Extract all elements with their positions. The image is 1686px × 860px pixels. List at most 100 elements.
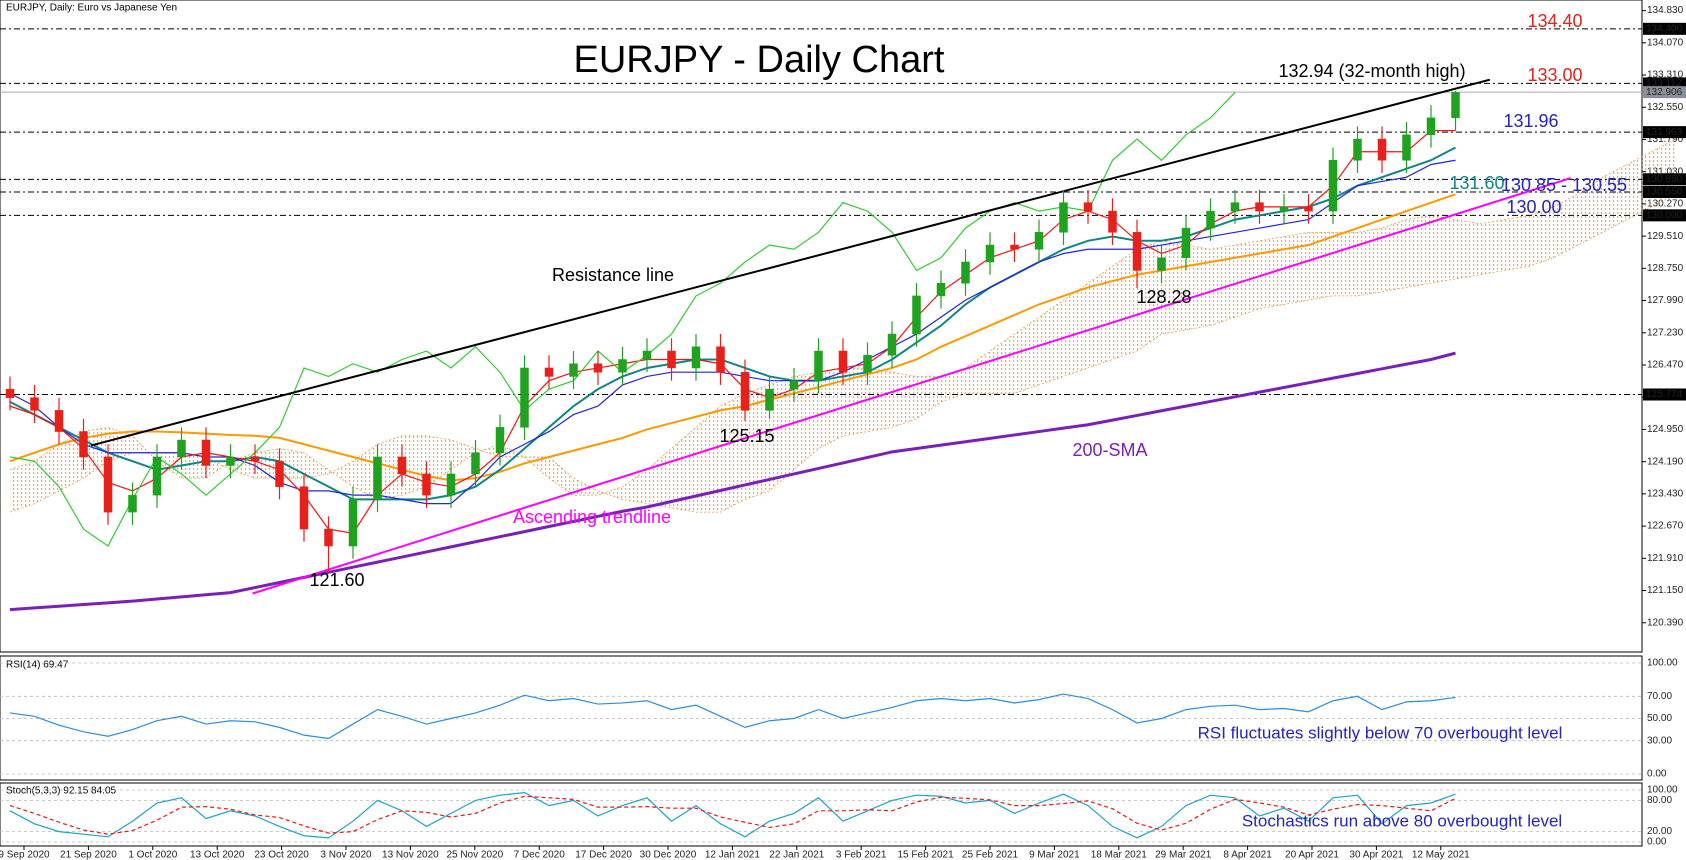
candle-body — [299, 486, 309, 530]
y-tick-label: 131.790 — [1647, 134, 1684, 145]
annotation: 121.60 — [309, 570, 364, 590]
indicator-line — [9, 351, 1456, 612]
candle-body — [1010, 244, 1019, 250]
y-tick-label: 100.00 — [1647, 658, 1678, 669]
x-tick-label: 20 Apr 2021 — [1285, 850, 1339, 860]
chart-header: EURJPY, Daily: Euro vs Japanese Yen — [6, 3, 177, 14]
annotation: 128.28 — [1136, 287, 1191, 307]
annotation: 131.96 — [1503, 111, 1558, 131]
x-tick-label: 12 May 2021 — [1412, 850, 1470, 860]
candle-body — [495, 427, 505, 454]
candle-body — [348, 499, 358, 547]
y-tick-label: 129.510 — [1647, 231, 1684, 242]
trendline — [90, 78, 1491, 447]
y-tick-label: 124.190 — [1647, 456, 1684, 467]
level-box — [1643, 86, 1686, 99]
candle-body — [838, 350, 848, 373]
candle-body — [1059, 202, 1068, 233]
candle-body — [1034, 232, 1044, 250]
level-label: 130.850 — [1646, 174, 1683, 185]
candle-body — [1132, 232, 1142, 271]
x-tick-label: 25 Nov 2020 — [446, 850, 503, 860]
candle-body — [1304, 206, 1313, 212]
y-tick-label: 70.00 — [1647, 691, 1672, 702]
candle-body — [1353, 138, 1362, 161]
candle-body — [765, 388, 774, 411]
x-tick-label: 18 Mar 2021 — [1091, 850, 1148, 860]
y-tick-label: 121.150 — [1647, 585, 1684, 596]
candle-body — [275, 460, 284, 487]
indicator-line — [9, 791, 1456, 839]
candle-body — [814, 350, 823, 381]
y-tick-label: 80.00 — [1647, 795, 1672, 806]
x-tick-label: 3 Nov 2020 — [320, 850, 372, 860]
level-label: 130.550 — [1646, 187, 1683, 198]
candle-body — [250, 456, 260, 462]
candle-body — [30, 397, 39, 411]
level-label: 132.906 — [1646, 87, 1683, 98]
y-tick-label: 20.00 — [1647, 826, 1672, 837]
candle-body — [618, 359, 627, 373]
annotation: 125.15 — [719, 426, 774, 446]
candle-body — [5, 388, 15, 398]
y-tick-label: 100.00 — [1647, 785, 1678, 796]
rsi-panel — [0, 655, 1643, 781]
indicator-line — [9, 693, 1456, 740]
annotation: 130.00 — [1506, 197, 1561, 217]
y-tick-label: 0.00 — [1647, 837, 1667, 848]
candle-body — [1377, 138, 1387, 161]
candle-body — [1157, 257, 1166, 271]
candle-body — [446, 473, 456, 496]
level-label: 133.112 — [1646, 78, 1682, 89]
level-label: 131.963 — [1646, 127, 1683, 138]
candle-body — [667, 350, 676, 369]
candle-body — [54, 410, 64, 432]
rsi-header: RSI(14) 69.47 — [6, 660, 69, 671]
candle-body — [961, 261, 970, 284]
candle-body — [103, 456, 113, 513]
level-box — [1643, 126, 1686, 139]
cloud-span-a — [9, 138, 1677, 500]
candle-body — [1230, 202, 1240, 212]
x-tick-label: 15 Feb 2021 — [898, 850, 955, 860]
candle-body — [1328, 159, 1338, 212]
indicator-line — [9, 159, 1456, 505]
line-label: 200-SMA — [1072, 440, 1147, 460]
x-tick-label: 21 Sep 2020 — [60, 850, 117, 860]
level-box — [1643, 388, 1686, 401]
candle-body — [397, 456, 407, 475]
x-tick-label: 17 Dec 2020 — [575, 850, 632, 860]
y-tick-label: 130.270 — [1647, 199, 1684, 210]
candle-body — [863, 355, 872, 373]
x-tick-label: 8 Apr 2021 — [1223, 850, 1272, 860]
line-label: Ascending trendline — [513, 507, 671, 527]
candle-body — [471, 452, 480, 475]
candle-body — [373, 456, 382, 500]
y-tick-label: 30.00 — [1647, 735, 1672, 746]
candle-body — [520, 367, 529, 428]
y-tick-label: 134.070 — [1647, 37, 1684, 48]
candle-body — [716, 346, 725, 373]
candle-body — [226, 456, 235, 466]
stoch-header: Stoch(5,3,3) 92.15 84.05 — [6, 786, 117, 797]
level-box — [1643, 22, 1686, 35]
level-box — [1643, 173, 1686, 186]
candle-body — [79, 431, 88, 458]
annotation: 131.60 — [1449, 173, 1504, 193]
annotation: RSI fluctuates slightly below 70 overbou… — [1198, 723, 1563, 742]
y-tick-label: 134.830 — [1647, 5, 1684, 16]
candle-body — [936, 282, 946, 297]
candle-body — [152, 456, 162, 496]
x-tick-label: 1 Oct 2020 — [128, 850, 177, 860]
x-tick-label: 12 Jan 2021 — [705, 850, 760, 860]
y-tick-label: 122.670 — [1647, 521, 1684, 532]
candle-body — [1255, 202, 1264, 212]
x-tick-label: 3 Feb 2021 — [836, 850, 887, 860]
y-tick-label: 50.00 — [1647, 713, 1672, 724]
y-tick-label: 124.950 — [1647, 424, 1684, 435]
indicator-line — [9, 795, 1456, 835]
stoch-panel — [0, 782, 1643, 847]
annotation: 130.85 - 130.55 — [1501, 175, 1627, 195]
